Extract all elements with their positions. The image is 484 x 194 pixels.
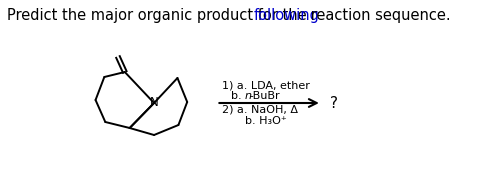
Text: N: N xyxy=(150,96,158,109)
Text: 2) a. NaOH, Δ: 2) a. NaOH, Δ xyxy=(222,105,298,115)
Text: b.: b. xyxy=(230,91,245,101)
Text: reaction sequence.: reaction sequence. xyxy=(305,8,450,23)
Text: n: n xyxy=(244,91,251,101)
Text: b. H₃O⁺: b. H₃O⁺ xyxy=(230,116,286,126)
Text: ?: ? xyxy=(329,95,337,111)
Text: Predict the major organic product for the: Predict the major organic product for th… xyxy=(7,8,310,23)
Text: -BuBr: -BuBr xyxy=(249,91,280,101)
Text: following: following xyxy=(253,8,318,23)
Text: 1) a. LDA, ether: 1) a. LDA, ether xyxy=(222,80,310,90)
